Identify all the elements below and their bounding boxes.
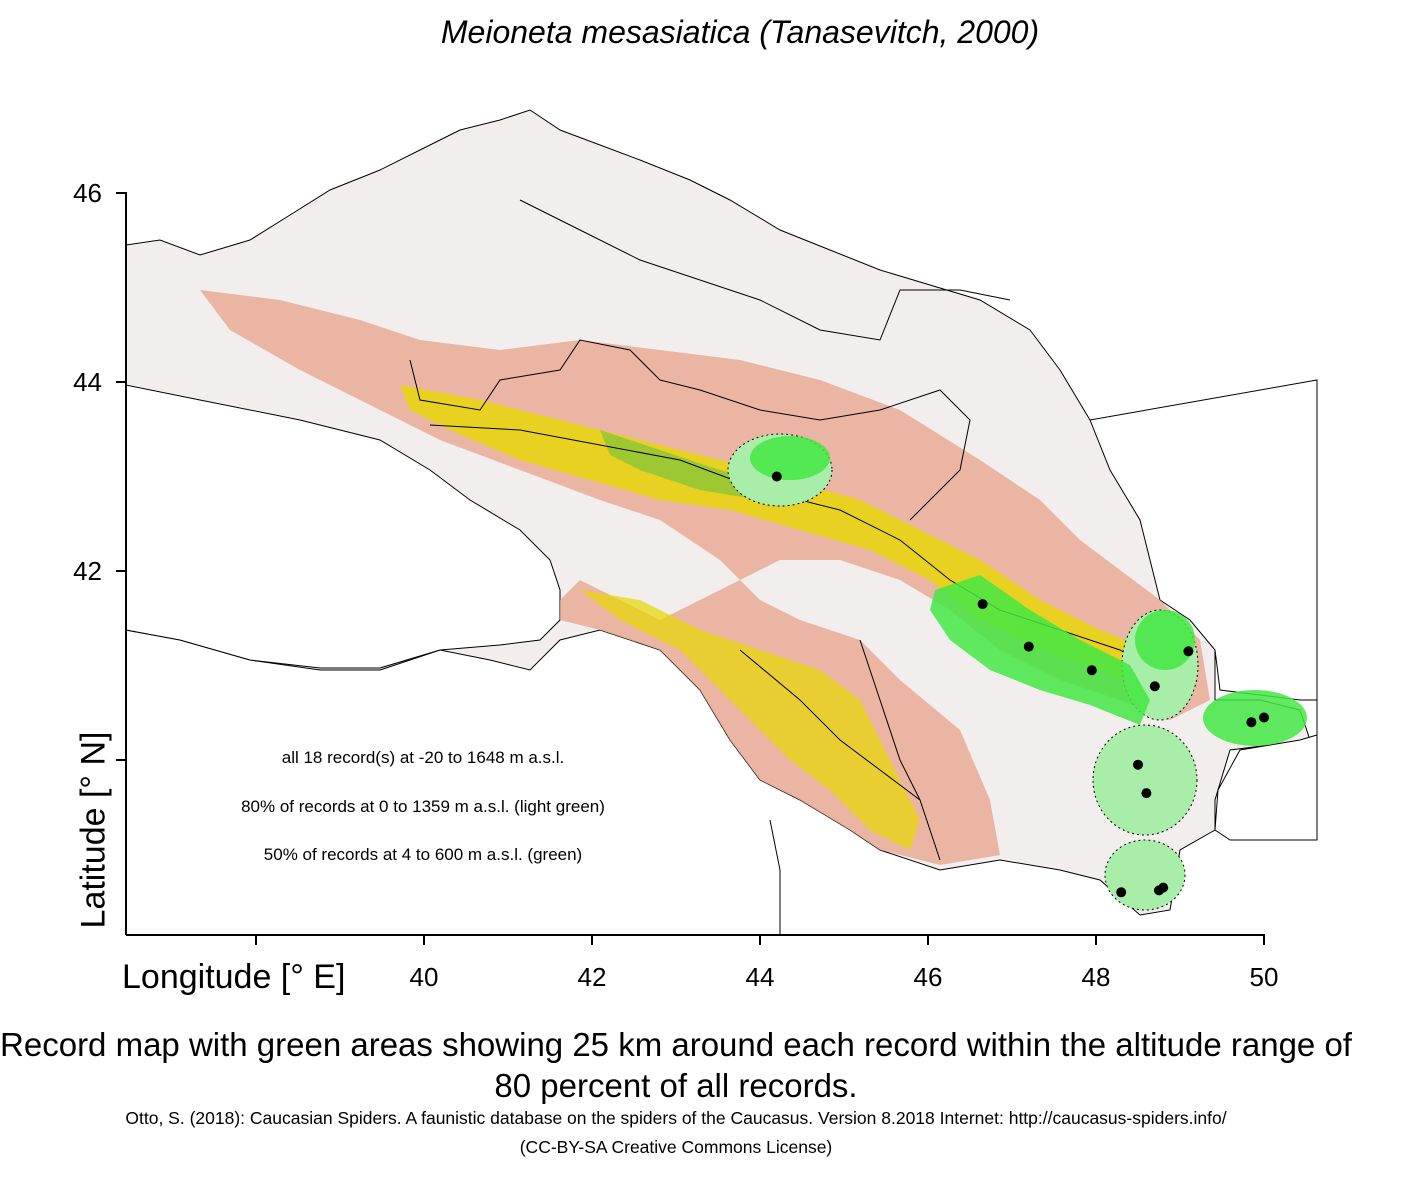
record-point	[1149, 681, 1160, 692]
stat-50-percent: 50% of records at 4 to 600 m a.s.l. (gre…	[263, 845, 583, 864]
x-axis-title: Longitude [° E]	[122, 958, 346, 996]
record-point	[1183, 646, 1194, 657]
record-point	[1141, 788, 1152, 799]
y-tick-label: 44	[73, 367, 102, 397]
y-tick-label: 42	[73, 556, 102, 586]
caspian-sea	[1089, 379, 1318, 841]
map-caption: Record map with green areas showing 25 k…	[0, 1026, 1352, 1104]
plot-axes	[116, 192, 1265, 945]
record-point	[1246, 717, 1257, 728]
record-point	[1133, 759, 1143, 770]
record-point	[1086, 665, 1097, 676]
country-borders	[409, 199, 1171, 935]
record-points	[771, 471, 1269, 898]
mid-altitude-zone	[200, 290, 1210, 865]
record-point	[1259, 712, 1269, 723]
record-point	[1158, 882, 1169, 893]
x-tick-label: 46	[913, 962, 943, 992]
license-line: (CC-BY-SA Creative Commons License)	[519, 1137, 833, 1157]
credit-line: Otto, S. (2018): Caucasian Spiders. A fa…	[125, 1108, 1227, 1128]
x-tick-label: 44	[745, 962, 775, 992]
x-tick-label: 48	[1081, 962, 1111, 992]
altitude-range-50	[750, 436, 1307, 746]
x-tick-label: 50	[1249, 962, 1279, 992]
stat-80-percent: 80% of records at 0 to 1359 m a.s.l. (li…	[241, 797, 605, 816]
record-point	[1116, 887, 1127, 898]
stat-all-records: all 18 record(s) at -20 to 1648 m a.s.l.	[281, 748, 565, 767]
record-point	[771, 471, 782, 482]
y-axis-title: Latitude [° N]	[74, 731, 113, 929]
map-title: Meioneta mesasiatica (Tanasevitch, 2000)	[440, 14, 1040, 50]
y-tick-label: 46	[73, 178, 102, 208]
record-point	[977, 599, 988, 610]
x-tick-label: 40	[409, 962, 439, 992]
x-tick-label: 42	[577, 962, 607, 992]
record-point	[1023, 641, 1034, 652]
high-altitude-south	[580, 590, 920, 850]
